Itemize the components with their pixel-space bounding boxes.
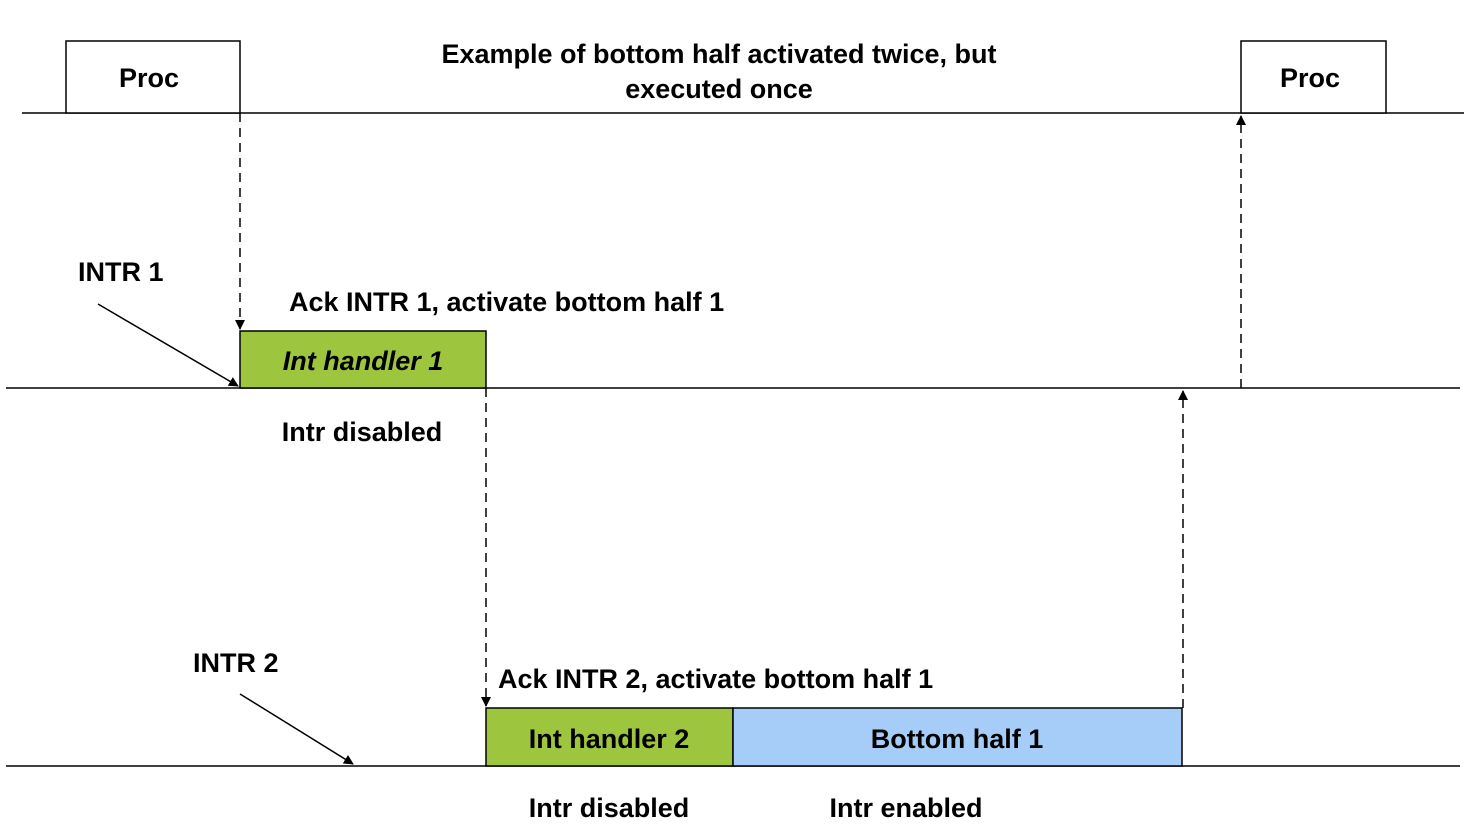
- ack-intr-1-label: Ack INTR 1, activate bottom half 1: [289, 287, 724, 317]
- ack-intr-2-label: Ack INTR 2, activate bottom half 1: [498, 664, 933, 694]
- intr-1-signal-arrow: [97, 303, 239, 387]
- intr-enabled-label: Intr enabled: [829, 793, 982, 823]
- int-handler-1-label: Int handler 1: [283, 346, 444, 376]
- int-handler-2-label: Int handler 2: [529, 724, 690, 754]
- proc-box-left: [65, 40, 241, 114]
- int-handler-1-box: [239, 330, 487, 389]
- diagram-title-line-2: executed once: [625, 74, 813, 104]
- proc-label-left: Proc: [119, 63, 179, 93]
- int-handler-2-box: [485, 707, 734, 767]
- intr-2-label: INTR 2: [193, 648, 279, 678]
- bottom-half-1-box: [732, 707, 1183, 767]
- intr-2-disabled-label: Intr disabled: [529, 793, 690, 823]
- intr-2-signal-arrow: [239, 693, 354, 765]
- bottom-half-1-label: Bottom half 1: [871, 724, 1044, 754]
- diagram-title-line-1: Example of bottom half activated twice, …: [441, 39, 996, 69]
- intr-1-disabled-label: Intr disabled: [282, 417, 443, 447]
- proc-label-right: Proc: [1280, 63, 1340, 93]
- intr-1-label: INTR 1: [78, 257, 164, 287]
- proc-box-right: [1240, 40, 1387, 114]
